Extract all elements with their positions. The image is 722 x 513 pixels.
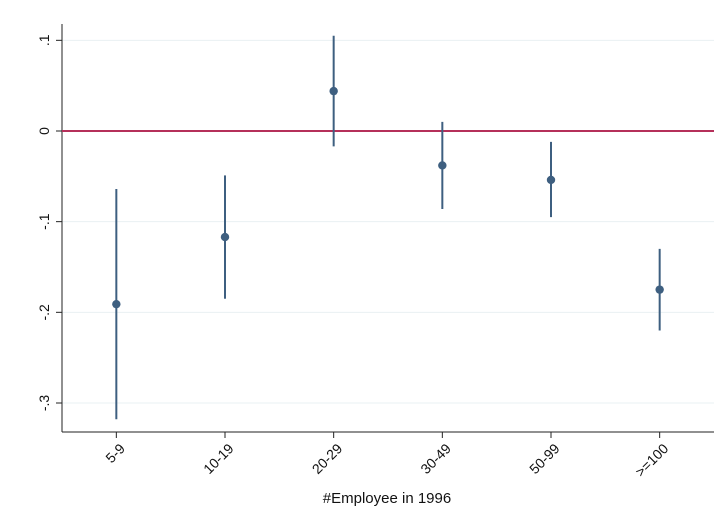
point-20-29	[329, 86, 338, 96]
x-tick-label-5: >=100	[632, 440, 672, 480]
point-50-99	[546, 175, 556, 185]
x-tick-label-1: 10-19	[200, 440, 237, 477]
y-tick-label-2: -.1	[36, 213, 52, 230]
point-5-9	[112, 299, 121, 309]
axes	[56, 24, 714, 438]
gridlines	[62, 39, 714, 404]
x-tick-label-2: 20-29	[309, 440, 346, 477]
point-10-19	[220, 232, 230, 242]
y-tick-label-0: .1	[36, 34, 52, 46]
x-tick-label-3: 30-49	[417, 440, 454, 477]
tick-labels: .1 0 -.1 -.2 -.3 5-9 10-19 20-29 30-49 50-99 >=100	[36, 34, 671, 479]
x-tick-label-0: 5-9	[102, 440, 128, 466]
point--100	[655, 285, 664, 294]
point-30-49	[438, 161, 447, 170]
y-tick-label-3: -.2	[36, 304, 52, 321]
point-estimates	[112, 86, 664, 309]
x-tick-label-4: 50-99	[526, 440, 563, 477]
confidence-intervals	[115, 35, 661, 420]
y-tick-label-1: 0	[36, 127, 52, 135]
x-axis-title: #Employee in 1996	[323, 490, 451, 507]
y-tick-label-4: -.3	[36, 395, 52, 412]
